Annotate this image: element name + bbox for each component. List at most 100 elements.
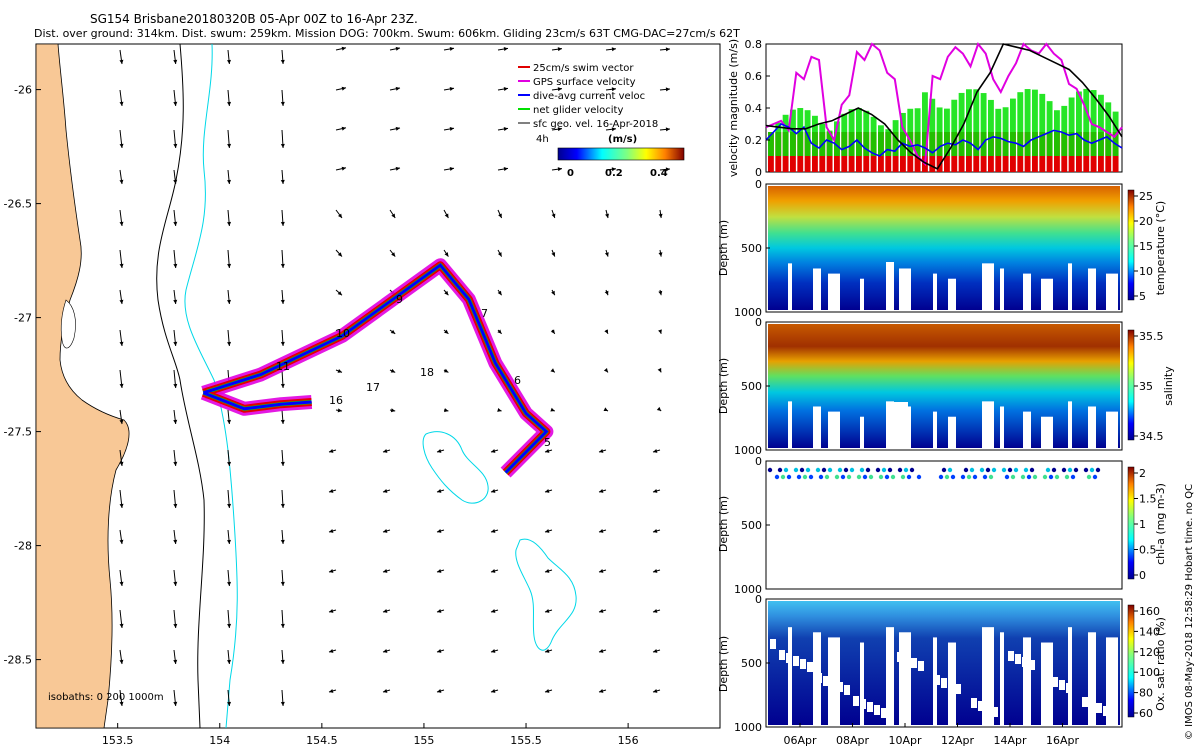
net-bar xyxy=(826,130,833,156)
velocity-arrowhead xyxy=(119,221,124,226)
velocity-arrowhead xyxy=(119,503,124,508)
net-bar xyxy=(995,108,1002,156)
velocity-arrowhead xyxy=(280,341,285,346)
date-tick-label: 10Apr xyxy=(888,734,922,747)
chl-dot xyxy=(1023,467,1029,473)
net-bar xyxy=(856,108,862,156)
section-gap xyxy=(830,679,836,689)
chl-dot xyxy=(1054,474,1060,480)
section-gap xyxy=(886,401,894,448)
map-ytick-label: -28 xyxy=(14,540,32,553)
chl-dot xyxy=(950,474,956,480)
net-bar xyxy=(1076,91,1082,156)
chl-dot xyxy=(796,474,802,480)
velocity-arrowhead xyxy=(599,448,604,453)
chl-depth-label: Depth (m) xyxy=(717,496,730,552)
velocity-arrowhead xyxy=(173,419,178,424)
section-gap xyxy=(1089,700,1095,710)
chl-dot xyxy=(843,467,849,473)
section-gap xyxy=(860,416,864,448)
section-gap xyxy=(982,401,994,448)
velocity-arrowhead xyxy=(503,47,508,52)
section-gap xyxy=(1015,654,1021,664)
velocity-arrowhead xyxy=(280,299,285,304)
date-tick-label: 14Apr xyxy=(993,734,1027,747)
velocity-arrowhead xyxy=(550,407,555,412)
velocity-arrowhead xyxy=(119,701,124,706)
chl-dot xyxy=(909,467,915,473)
map-xtick-label: 154.5 xyxy=(306,734,338,747)
velocity-arrowhead xyxy=(491,568,496,573)
colorbar-tick-label: 0.5 xyxy=(1139,544,1157,557)
velocity-arrowhead xyxy=(491,448,496,453)
section-gap xyxy=(1106,273,1118,310)
chl-dot xyxy=(834,474,840,480)
velocity-arrowhead xyxy=(658,290,663,296)
net-bar xyxy=(782,114,789,156)
section-gap xyxy=(800,659,806,669)
colorbar-tick-label: 35 xyxy=(1139,380,1153,393)
section-gap xyxy=(828,273,840,310)
map-legend: 25cm/s swim vector GPS surface velocity … xyxy=(518,63,685,179)
chl-dot xyxy=(1061,467,1067,473)
net-bar xyxy=(907,108,914,156)
chl-dots xyxy=(767,467,1101,480)
chl-dot xyxy=(824,474,830,480)
salinity-depth-label: Depth (m) xyxy=(717,358,730,414)
isobath-1000 xyxy=(184,43,238,729)
velocity-arrowhead xyxy=(383,688,388,693)
velocity-arrowhead xyxy=(557,127,562,132)
net-bar xyxy=(929,98,936,156)
colorbar-tick-label: 160 xyxy=(1139,605,1160,618)
section-gap xyxy=(813,268,821,310)
chl-dot xyxy=(808,474,814,480)
waypoint-5: 5 xyxy=(544,436,551,449)
map-colorbar xyxy=(557,147,685,161)
velocity-arrowhead xyxy=(383,648,388,653)
chl-dot xyxy=(900,474,906,480)
net-bar xyxy=(1017,92,1024,156)
velocity-arrowhead xyxy=(665,87,670,92)
section-gap xyxy=(918,661,924,671)
section-gap xyxy=(1029,660,1035,670)
section-gap xyxy=(1023,411,1031,448)
section-gap xyxy=(853,696,859,706)
velocity-arrowhead xyxy=(611,127,616,132)
velocity-arrowhead xyxy=(497,252,502,257)
velocity-arrowhead xyxy=(395,166,400,171)
colorbar-tick-label: 2 xyxy=(1139,467,1146,480)
section-gap xyxy=(1008,651,1014,661)
velocity-arrowhead xyxy=(444,329,449,334)
velocity-arrowhead xyxy=(437,528,442,533)
section-gap xyxy=(904,655,910,665)
section-gap xyxy=(978,701,984,711)
section-gap xyxy=(941,678,947,688)
velocity-arrowhead xyxy=(227,659,231,664)
velocity-arrowhead xyxy=(280,623,285,628)
seamount-contour-2 xyxy=(515,538,577,651)
net-bar xyxy=(848,109,855,156)
net-bar xyxy=(878,125,884,156)
velocity-arrowhead xyxy=(119,299,124,304)
velocity-arrowhead xyxy=(599,688,604,693)
colorbar-tick-0: 0 xyxy=(567,168,574,179)
chl-dot xyxy=(767,467,773,473)
velocity-ytick-label: 0.6 xyxy=(745,70,763,83)
velocity-arrowhead xyxy=(557,47,562,52)
temperature-depth-label: Depth (m) xyxy=(717,220,730,276)
velocity-arrowhead xyxy=(329,568,334,573)
section-gap xyxy=(1023,273,1031,310)
section-gap xyxy=(934,675,940,685)
velocity-ytick-label: 0 xyxy=(755,166,762,179)
colorbar-tick-label: 140 xyxy=(1139,625,1160,638)
velocity-arrowhead xyxy=(449,46,454,51)
velocity-arrowhead xyxy=(173,623,178,628)
velocity-arrowhead xyxy=(545,448,550,453)
velocity-arrowhead xyxy=(173,59,178,64)
velocity-arrowhead xyxy=(173,383,178,388)
velocity-arrowhead xyxy=(119,263,124,268)
velocity-arrowhead xyxy=(173,299,178,304)
section-gap xyxy=(860,699,866,709)
